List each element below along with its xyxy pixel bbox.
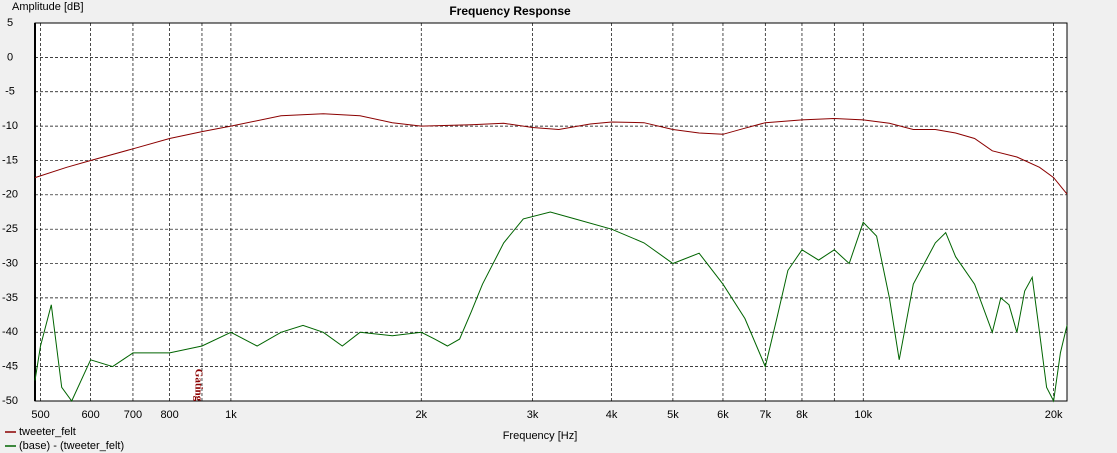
legend-label: (base) - (tweeter_felt)	[19, 440, 124, 452]
x-tick-label: 600	[81, 409, 99, 421]
x-tick-label: 3k	[527, 409, 539, 421]
x-tick-label: 4k	[606, 409, 618, 421]
y-tick-label: -5	[5, 86, 15, 98]
series-line	[34, 211, 1068, 403]
y-tick-label: -25	[2, 223, 18, 235]
y-tick-label: -20	[2, 189, 18, 201]
y-tick-label: 5	[7, 17, 13, 29]
y-tick-label: -50	[2, 395, 18, 407]
x-tick-label: 8k	[796, 409, 808, 421]
y-tick-label: -30	[2, 257, 18, 269]
x-tick-label: 500	[31, 409, 49, 421]
y-tick-label: -40	[2, 326, 18, 338]
x-tick-label: 20k	[1045, 409, 1063, 421]
y-tick-label: -10	[2, 120, 18, 132]
x-tick-label: 5k	[667, 409, 679, 421]
x-tick-label: 1k	[225, 409, 237, 421]
x-axis-label: Frequency [Hz]	[503, 430, 578, 442]
x-tick-label: 6k	[717, 409, 729, 421]
x-tick-label: 10k	[854, 409, 872, 421]
y-tick-label: 0	[7, 51, 13, 63]
annotation: Gating	[192, 369, 204, 402]
series-line	[34, 113, 1068, 195]
legend-label: tweeter_felt	[19, 426, 76, 438]
x-tick-label: 700	[124, 409, 142, 421]
x-tick-label: 7k	[759, 409, 771, 421]
x-tick-label: 2k	[415, 409, 427, 421]
y-tick-label: -45	[2, 361, 18, 373]
chart-title: Frequency Response	[449, 4, 571, 18]
y-axis-label: Amplitude [dB]	[12, 1, 84, 13]
y-tick-label: -15	[2, 154, 18, 166]
y-tick-label: -35	[2, 292, 18, 304]
x-tick-label: 800	[160, 409, 178, 421]
